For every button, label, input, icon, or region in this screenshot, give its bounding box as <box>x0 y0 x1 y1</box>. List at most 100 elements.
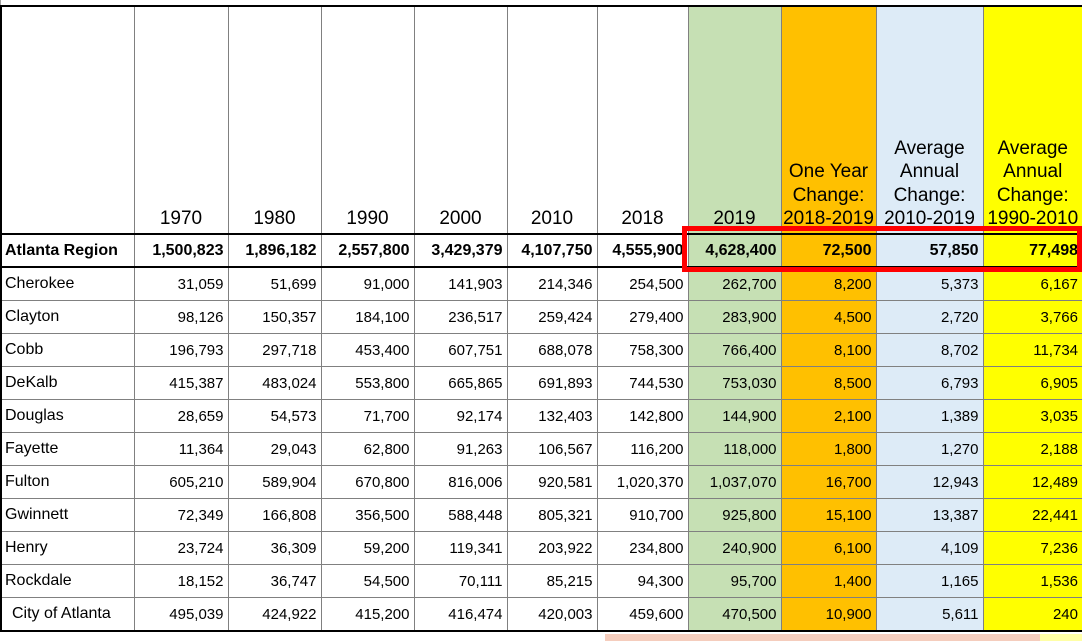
cell[interactable]: 70,111 <box>413 564 508 598</box>
cell[interactable]: 665,865 <box>413 366 508 400</box>
cell[interactable]: 18,152 <box>133 564 229 598</box>
cell[interactable]: 1,389 <box>875 399 984 433</box>
cell[interactable]: 910,700 <box>596 498 689 532</box>
cell[interactable]: 3,035 <box>982 399 1082 433</box>
row-label[interactable]: Fulton <box>0 465 135 499</box>
row-label[interactable]: Cherokee <box>0 266 135 301</box>
cell[interactable]: 1,165 <box>875 564 984 598</box>
cell[interactable]: 119,341 <box>413 531 508 565</box>
cell[interactable]: 54,573 <box>227 399 322 433</box>
cell[interactable]: 8,500 <box>780 366 877 400</box>
cell[interactable]: 920,581 <box>506 465 598 499</box>
cell[interactable]: 4,555,900 <box>596 233 689 268</box>
row-label[interactable]: Cobb <box>0 333 135 367</box>
cell[interactable]: 4,500 <box>780 300 877 334</box>
cell[interactable]: 28,659 <box>133 399 229 433</box>
cell[interactable]: 415,387 <box>133 366 229 400</box>
cell[interactable]: 166,808 <box>227 498 322 532</box>
cell[interactable]: 1,536 <box>982 564 1082 598</box>
row-label[interactable]: Douglas <box>0 399 135 433</box>
cell[interactable]: 1,500,823 <box>133 233 229 268</box>
cell[interactable]: 2,100 <box>780 399 877 433</box>
cell[interactable]: 470,500 <box>687 597 782 632</box>
cell[interactable]: 8,702 <box>875 333 984 367</box>
cell[interactable]: 10,900 <box>780 597 877 632</box>
cell[interactable]: 416,474 <box>413 597 508 632</box>
cell[interactable]: 106,567 <box>506 432 598 466</box>
cell[interactable]: 98,126 <box>133 300 229 334</box>
cell[interactable]: 72,349 <box>133 498 229 532</box>
cell[interactable]: 6,905 <box>982 366 1082 400</box>
cell[interactable]: 1,270 <box>875 432 984 466</box>
cell[interactable]: 95,700 <box>687 564 782 598</box>
cell[interactable]: 6,793 <box>875 366 984 400</box>
cell[interactable]: 588,448 <box>413 498 508 532</box>
cell[interactable]: 54,500 <box>320 564 415 598</box>
cell[interactable]: 8,100 <box>780 333 877 367</box>
cell[interactable]: 605,210 <box>133 465 229 499</box>
cell[interactable]: 11,364 <box>133 432 229 466</box>
row-label[interactable]: DeKalb <box>0 366 135 400</box>
cell[interactable]: 4,107,750 <box>506 233 598 268</box>
cell[interactable]: 805,321 <box>506 498 598 532</box>
cell[interactable]: 459,600 <box>596 597 689 632</box>
cell[interactable]: 254,500 <box>596 266 689 301</box>
row-label[interactable]: Atlanta Region <box>0 233 135 268</box>
cell[interactable]: 91,263 <box>413 432 508 466</box>
cell[interactable]: 141,903 <box>413 266 508 301</box>
cell[interactable]: 483,024 <box>227 366 322 400</box>
cell[interactable]: 240,900 <box>687 531 782 565</box>
cell[interactable]: 553,800 <box>320 366 415 400</box>
cell[interactable]: 12,943 <box>875 465 984 499</box>
cell[interactable]: 758,300 <box>596 333 689 367</box>
cell[interactable]: 142,800 <box>596 399 689 433</box>
cell[interactable]: 234,800 <box>596 531 689 565</box>
cell[interactable]: 85,215 <box>506 564 598 598</box>
cell[interactable]: 925,800 <box>687 498 782 532</box>
cell[interactable]: 116,200 <box>596 432 689 466</box>
cell[interactable]: 1,020,370 <box>596 465 689 499</box>
cell[interactable]: 118,000 <box>687 432 782 466</box>
cell[interactable]: 236,517 <box>413 300 508 334</box>
cell[interactable]: 5,373 <box>875 266 984 301</box>
cell[interactable]: 3,766 <box>982 300 1082 334</box>
cell[interactable]: 415,200 <box>320 597 415 632</box>
cell[interactable]: 7,236 <box>982 531 1082 565</box>
cell[interactable]: 4,628,400 <box>687 233 782 268</box>
cell[interactable]: 91,000 <box>320 266 415 301</box>
cell[interactable]: 94,300 <box>596 564 689 598</box>
cell[interactable]: 262,700 <box>687 266 782 301</box>
cell[interactable]: 57,850 <box>875 233 984 268</box>
cell[interactable]: 279,400 <box>596 300 689 334</box>
column-header-2000[interactable]: 2000 <box>413 5 508 235</box>
row-label[interactable]: Gwinnett <box>0 498 135 532</box>
column-header-2019[interactable]: 2019 <box>687 5 782 235</box>
column-header-1990[interactable]: 1990 <box>320 5 415 235</box>
column-header-2010[interactable]: 2010 <box>506 5 598 235</box>
cell[interactable]: 23,724 <box>133 531 229 565</box>
cell[interactable]: 214,346 <box>506 266 598 301</box>
cell[interactable]: 670,800 <box>320 465 415 499</box>
cell[interactable]: 12,489 <box>982 465 1082 499</box>
cell[interactable]: 31,059 <box>133 266 229 301</box>
cell[interactable]: 420,003 <box>506 597 598 632</box>
column-header-1980[interactable]: 1980 <box>227 5 322 235</box>
cell[interactable]: 36,309 <box>227 531 322 565</box>
cell[interactable]: 6,167 <box>982 266 1082 301</box>
cell[interactable]: 1,800 <box>780 432 877 466</box>
cell[interactable]: 297,718 <box>227 333 322 367</box>
cell[interactable]: 150,357 <box>227 300 322 334</box>
cell[interactable]: 688,078 <box>506 333 598 367</box>
cell[interactable]: 691,893 <box>506 366 598 400</box>
cell[interactable]: 2,557,800 <box>320 233 415 268</box>
row-label[interactable]: City of Atlanta <box>0 597 135 632</box>
row-label[interactable]: Henry <box>0 531 135 565</box>
cell[interactable]: 2,188 <box>982 432 1082 466</box>
cell[interactable]: 495,039 <box>133 597 229 632</box>
cell[interactable]: 4,109 <box>875 531 984 565</box>
cell[interactable]: 753,030 <box>687 366 782 400</box>
cell[interactable]: 607,751 <box>413 333 508 367</box>
cell[interactable]: 3,429,379 <box>413 233 508 268</box>
cell[interactable]: 132,403 <box>506 399 598 433</box>
cell[interactable]: 356,500 <box>320 498 415 532</box>
